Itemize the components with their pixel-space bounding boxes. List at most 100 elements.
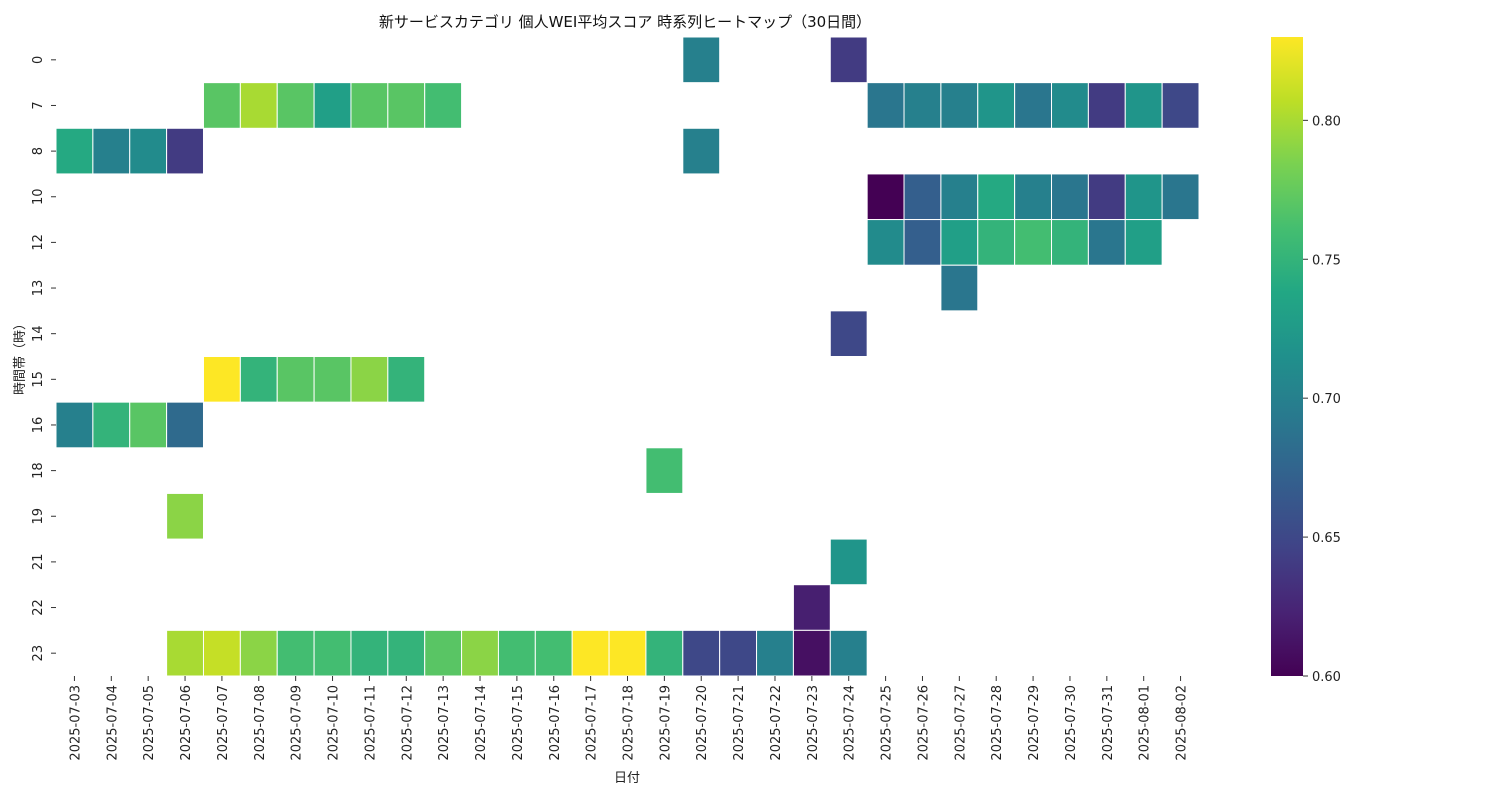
heatmap-cell (534, 629, 573, 677)
x-tick-label: 2025-07-05 (142, 685, 157, 761)
x-tick-label: 2025-07-29 (1027, 685, 1042, 761)
x-tick-label: 2025-07-14 (474, 685, 489, 761)
x-tick-label: 2025-07-31 (1101, 685, 1116, 761)
x-tick-label: 2025-07-20 (695, 685, 710, 761)
heatmap-cell (166, 127, 204, 175)
heatmap-cell (1051, 219, 1089, 266)
x-tick-label: 2025-07-21 (732, 685, 747, 761)
x-tick-label: 2025-07-17 (585, 685, 600, 761)
y-tick-label: 0 (31, 56, 46, 64)
x-tick-label: 2025-07-18 (622, 685, 637, 761)
heatmap-cell (497, 629, 536, 677)
heatmap-cell (1124, 219, 1163, 266)
heatmap-cell (350, 82, 389, 129)
colorbar-tick-label: 0.70 (1312, 392, 1341, 407)
heatmap-cell (792, 629, 831, 677)
heatmap-cell (202, 356, 241, 403)
heatmap-cell (55, 401, 94, 449)
heatmap-cell (645, 447, 684, 494)
heatmap-cell (387, 629, 426, 677)
heatmap-cell (1087, 173, 1126, 221)
colorbar: 0.60 0.65 0.70 0.75 0.80 (1271, 37, 1341, 685)
x-tick-label: 2025-07-04 (105, 685, 120, 761)
heatmap-cell (276, 356, 315, 403)
x-tick-label: 2025-07-24 (843, 685, 858, 761)
heatmap-cell (940, 173, 979, 221)
heatmap-cell (903, 173, 942, 221)
heatmap-cell (239, 629, 278, 677)
x-tick-label: 2025-07-28 (990, 685, 1005, 761)
heatmap-cell (276, 82, 315, 129)
heatmap-cell (719, 629, 758, 677)
y-tick-label: 22 (31, 599, 46, 616)
heatmap-cell (92, 127, 131, 175)
x-tick-label: 2025-07-19 (658, 685, 673, 761)
heatmap-cell (129, 127, 168, 175)
x-axis-title: 日付 (614, 771, 640, 786)
heatmap-cell (55, 127, 94, 175)
heatmap-cell (866, 82, 905, 129)
heatmap-cell (903, 82, 942, 129)
heatmap-cell (792, 584, 831, 631)
heatmap-cell (166, 629, 204, 677)
y-tick-label: 15 (31, 371, 46, 388)
x-tick-label: 2025-07-22 (769, 685, 784, 761)
heatmap-cell (866, 219, 905, 266)
heatmap-cell (313, 82, 352, 129)
x-tick-label: 2025-08-01 (1138, 685, 1153, 761)
heatmap-cell (387, 356, 426, 403)
heatmap-cell (424, 629, 463, 677)
heatmap-cell (313, 356, 352, 403)
heatmap-cell (313, 629, 352, 677)
heatmap-cell (1124, 82, 1163, 129)
heatmap-cells (55, 36, 1200, 677)
heatmap-cell (1087, 82, 1126, 129)
heatmap-cell (756, 629, 794, 677)
colorbar-tick-label: 0.65 (1312, 531, 1341, 546)
heatmap-cell (608, 629, 647, 677)
heatmap-cell (977, 219, 1016, 266)
heatmap-cell (940, 219, 979, 266)
heatmap-cell (92, 401, 131, 449)
y-tick-label: 13 (31, 280, 46, 297)
colorbar-tick-label: 0.80 (1312, 114, 1341, 129)
y-tick-label: 23 (31, 645, 46, 662)
heatmap-cell (1014, 82, 1053, 129)
heatmap-cell (166, 492, 204, 540)
heatmap-cell (829, 538, 868, 586)
heatmap-cell (571, 629, 610, 677)
heatmap-cell (977, 173, 1016, 221)
heatmap-cell (1051, 173, 1089, 221)
heatmap-cell (829, 310, 868, 358)
y-tick-label: 7 (31, 101, 46, 109)
x-tick-label: 2025-07-06 (179, 685, 194, 761)
heatmap-cell (1124, 173, 1163, 221)
heatmap-cell (829, 36, 868, 84)
x-tick-label: 2025-07-26 (916, 685, 931, 761)
heatmap-cell (903, 219, 942, 266)
x-tick-label: 2025-07-30 (1064, 685, 1079, 761)
x-tick-label: 2025-07-08 (253, 685, 268, 761)
heatmap-cell (276, 629, 315, 677)
colorbar-ticks: 0.60 0.65 0.70 0.75 0.80 (1303, 114, 1341, 685)
y-axis-title: 時間帯（時） (13, 317, 28, 395)
x-tick-label: 2025-07-15 (511, 685, 526, 761)
heatmap-cell (350, 356, 389, 403)
x-tick-label: 2025-07-25 (880, 685, 895, 761)
heatmap-cell (645, 629, 684, 677)
chart-title: 新サービスカテゴリ 個人WEI平均スコア 時系列ヒートマップ（30日間） (379, 13, 871, 31)
heatmap-cell (129, 401, 168, 449)
heatmap-cell (829, 629, 868, 677)
y-tick-label: 16 (31, 417, 46, 434)
y-tick-label: 21 (31, 554, 46, 571)
heatmap-cell (387, 82, 426, 129)
colorbar-gradient (1271, 37, 1303, 676)
heatmap-cell (682, 127, 721, 175)
y-tick-label: 14 (31, 325, 46, 342)
heatmap-cell (1014, 219, 1053, 266)
x-tick-label: 2025-07-10 (327, 685, 342, 761)
heatmap-cell (1014, 173, 1053, 221)
x-tick-label: 2025-08-02 (1175, 685, 1190, 761)
heatmap-cell (940, 264, 979, 312)
